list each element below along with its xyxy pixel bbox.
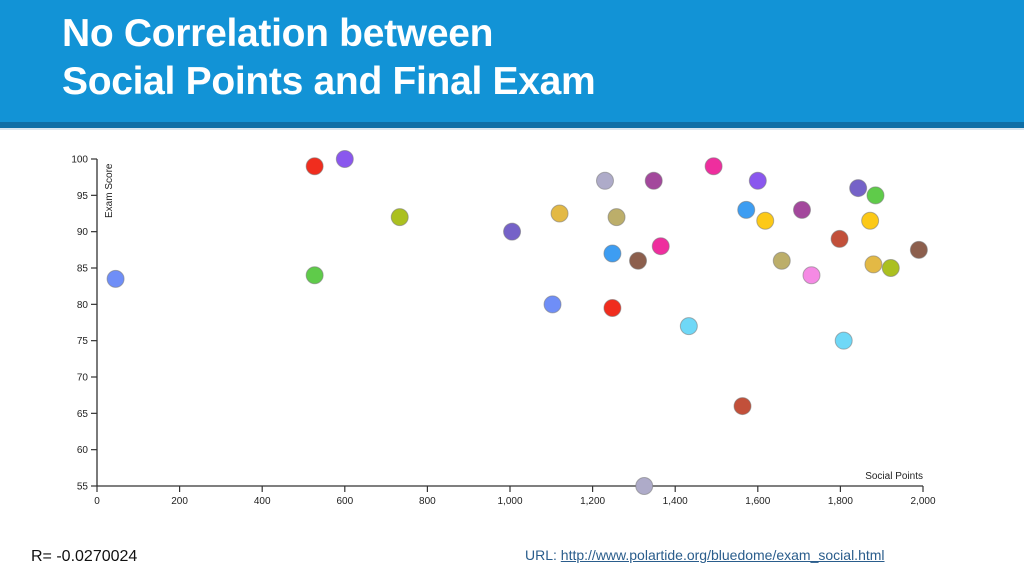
y-axis-title: Exam Score: [104, 163, 115, 218]
y-tick-label: 75: [77, 336, 89, 347]
y-tick-label: 70: [77, 373, 89, 384]
data-point: [635, 477, 654, 495]
y-tick-label: 65: [77, 409, 89, 420]
title-line-1: No Correlation between: [62, 12, 494, 55]
data-point: [603, 244, 622, 263]
x-tick-label: 0: [94, 496, 100, 507]
data-point: [629, 251, 648, 270]
y-tick-label: 100: [71, 155, 88, 166]
data-point: [651, 237, 670, 256]
data-point: [772, 251, 791, 270]
data-point: [737, 200, 756, 219]
x-axis-title: Social Points: [865, 471, 923, 482]
data-point: [864, 255, 883, 274]
data-point: [550, 204, 569, 223]
data-point: [834, 331, 853, 350]
y-tick-label: 55: [77, 482, 89, 493]
header-stripe: [0, 122, 1024, 128]
y-axis: 55 60 65 70 75 80 85 90 95 100: [71, 155, 98, 493]
data-point: [733, 397, 752, 416]
header-shadow: [0, 128, 1024, 130]
source-url: URL: http://www.polartide.org/bluedome/e…: [525, 547, 885, 563]
x-tick-label: 1,000: [497, 496, 522, 507]
data-point: [390, 208, 409, 227]
y-tick-label: 90: [77, 227, 89, 238]
data-point: [603, 298, 622, 317]
data-point: [748, 171, 767, 190]
page-title: No Correlation between Social Points and…: [62, 10, 596, 106]
data-point: [607, 208, 626, 227]
data-point: [830, 229, 849, 248]
data-point: [305, 266, 324, 285]
x-tick-label: 1,200: [580, 496, 605, 507]
data-point: [704, 157, 723, 176]
x-tick-label: 1,400: [663, 496, 688, 507]
x-tick-label: 600: [336, 496, 353, 507]
data-point: [595, 171, 614, 190]
data-point: [503, 222, 522, 241]
data-point: [543, 295, 562, 314]
x-tick-label: 800: [419, 496, 436, 507]
data-point: [305, 157, 324, 176]
x-tick-label: 1,600: [745, 496, 770, 507]
data-point: [849, 179, 868, 198]
header-band: [0, 0, 1024, 122]
data-point: [881, 259, 900, 277]
data-point: [792, 200, 811, 219]
data-point: [866, 186, 885, 205]
x-tick-label: 1,800: [828, 496, 853, 507]
data-point: [106, 269, 125, 288]
url-label: URL:: [525, 547, 557, 563]
data-point: [679, 317, 698, 336]
x-tick-label: 200: [171, 496, 188, 507]
data-point: [802, 266, 821, 285]
source-url-link[interactable]: http://www.polartide.org/bluedome/exam_s…: [560, 547, 885, 563]
data-point: [861, 211, 880, 230]
x-axis: 0 200 400 600 800 1,000 1,200 1,400 1,600 1,800 2,…: [94, 485, 936, 507]
data-point: [335, 150, 354, 168]
x-tick-label: 400: [254, 496, 271, 507]
data-point: [909, 240, 928, 259]
y-tick-label: 85: [77, 264, 89, 275]
title-line-2: Social Points and Final Exam: [62, 60, 596, 103]
y-tick-label: 80: [77, 300, 89, 311]
data-point: [756, 211, 775, 230]
correlation-value: R= -0.0270024: [31, 548, 138, 565]
y-tick-label: 95: [77, 191, 89, 202]
data-point: [644, 171, 663, 190]
y-tick-label: 60: [77, 445, 89, 456]
x-tick-label: 2,000: [910, 496, 935, 507]
data-points: [106, 150, 928, 495]
